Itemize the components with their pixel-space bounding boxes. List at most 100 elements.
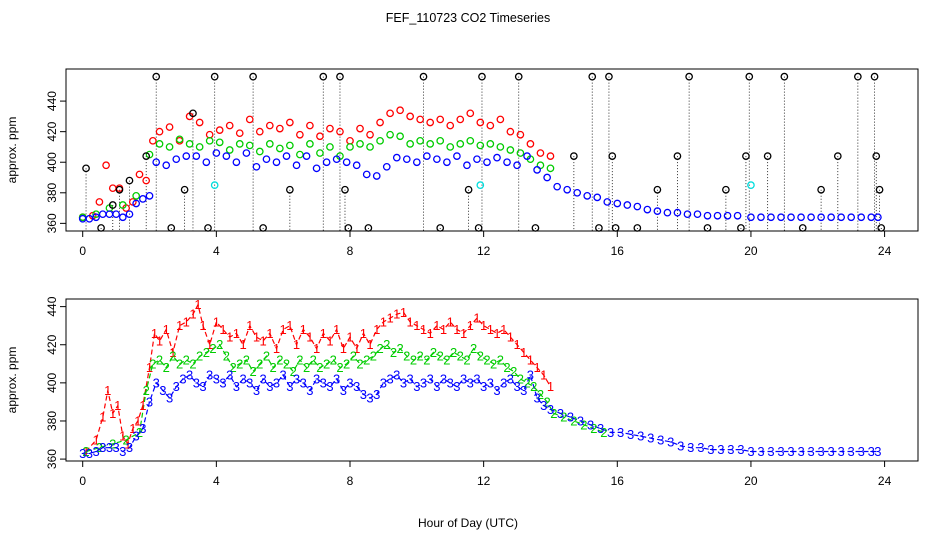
data-point-s2 [306,140,314,148]
y-tick-label: 380 [45,411,59,431]
series-point-label-3: 3 [527,368,534,383]
series-point-label-3: 3 [707,442,714,457]
series-point-label-3: 3 [226,368,233,383]
x-tick-label: 12 [477,474,491,488]
data-point-s1 [356,124,364,133]
series-point-label-2: 2 [463,352,470,367]
series-point-label-1: 1 [393,307,400,322]
x-tick-label: 8 [347,244,354,258]
series-point-label-3: 3 [360,387,367,402]
series-point-label-3: 3 [557,406,564,421]
data-point-s3 [322,158,331,167]
series-point-label-3: 3 [146,394,153,409]
data-point-s1 [476,118,485,127]
series-point-label-1: 1 [467,318,474,333]
series-point-label-3: 3 [119,444,126,459]
top-vertical-lines [85,76,882,231]
series-point-label-3: 3 [427,372,434,387]
data-point-s3 [503,158,511,167]
series-point-label-1: 1 [199,318,206,333]
data-point-marker_black [608,152,617,160]
data-point-s3 [312,164,321,173]
series-point-label-1: 1 [480,318,487,333]
series-point-label-1: 1 [134,413,141,428]
series-point-label-1: 1 [300,322,307,337]
series-point-label-3: 3 [106,440,113,455]
series-point-label-3: 3 [597,421,604,436]
series-point-label-1: 1 [206,337,213,352]
data-point-s2 [155,140,164,148]
series-point-label-2: 2 [383,337,390,352]
series-point-label-3: 3 [286,379,293,394]
x-tick-label: 24 [878,474,892,488]
y-tick-label: 360 [45,449,59,469]
data-point-s3 [242,149,251,157]
data-point-s2 [496,143,505,151]
series-point-label-1: 1 [266,326,273,341]
data-point-s3 [98,210,107,219]
series-point-label-3: 3 [253,383,260,398]
series-point-label-1: 1 [146,360,153,375]
data-point-s1 [225,121,234,130]
data-point-s2 [396,132,404,141]
series-point-label-3: 3 [513,379,520,394]
data-point-s1 [215,126,224,134]
series-point-label-2: 2 [203,345,210,360]
series-point-label-2: 2 [82,444,89,459]
x-tick-label: 4 [213,474,220,488]
data-point-marker_black [570,152,578,160]
data-point-s3 [827,213,835,222]
series-point-label-2: 2 [263,349,270,364]
series-point-label-2: 2 [136,425,143,440]
series-point-label-1: 1 [447,314,454,329]
series-point-label-3: 3 [858,444,865,459]
data-point-s1 [142,176,151,185]
series-point-label-2: 2 [544,394,551,409]
data-point-s1 [396,106,404,115]
series-point-label-3: 3 [326,379,333,394]
series-point-label-1: 1 [440,322,447,337]
data-point-s1 [286,118,294,127]
data-point-s1 [496,115,505,124]
series-point-label-1: 1 [239,337,246,352]
series-point-label-1: 1 [119,429,126,444]
data-point-s3 [138,195,147,203]
data-point-s1 [306,121,314,130]
series-point-label-3: 3 [647,431,654,446]
series-point-label-3: 3 [567,410,574,425]
data-point-s2 [516,149,525,157]
data-point-marker_black [82,164,90,173]
series-point-label-3: 3 [737,442,744,457]
y-tick-label: 400 [45,152,59,172]
series-point-label-3: 3 [507,372,514,387]
series-point-label-2: 2 [503,360,510,375]
data-point-s1 [386,109,394,118]
data-point-s3 [703,211,712,220]
data-point-s3 [777,213,785,222]
series-point-label-2: 2 [376,341,383,356]
data-point-s3 [473,155,481,164]
series-point-label-3: 3 [627,427,634,442]
series-point-label-2: 2 [370,349,377,364]
data-point-s3 [192,152,201,160]
series-point-label-3: 3 [273,375,280,390]
data-point-s3 [623,201,632,209]
series-point-label-1: 1 [286,318,293,333]
data-point-s1 [426,118,435,127]
data-point-marker_black [464,185,473,194]
series-point-label-1: 1 [183,314,190,329]
series-point-label-3: 3 [306,383,313,398]
data-point-s2 [118,201,127,209]
data-point-s2 [386,130,394,139]
data-point-s2 [286,141,294,150]
series-point-label-1: 1 [226,330,233,345]
data-point-s3 [162,161,171,170]
y-tick-label: 360 [45,213,59,233]
series-point-label-3: 3 [193,375,200,390]
top-x-axis: 0 4 8 12 16 20 24 [79,230,892,258]
data-point-s3 [212,149,221,157]
data-point-s3 [553,182,562,191]
data-point-s3 [663,208,672,217]
data-point-marker_black [780,72,789,81]
